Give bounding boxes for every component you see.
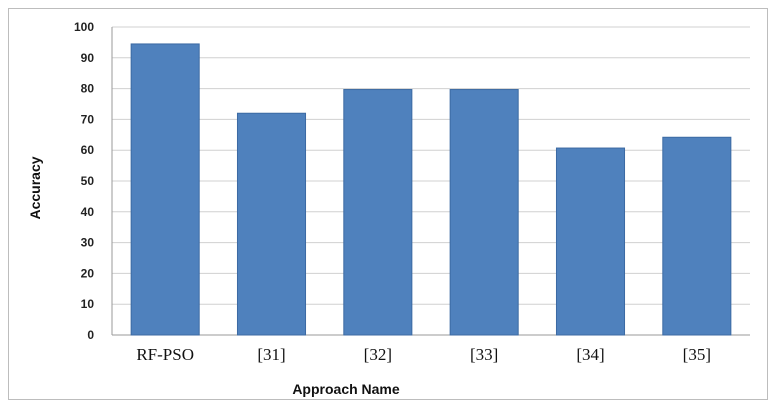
y-tick-label: 60 <box>81 143 95 157</box>
x-axis-title: Approach Name <box>292 381 400 397</box>
y-tick-label: 40 <box>81 205 95 219</box>
y-tick-label: 0 <box>87 328 94 342</box>
x-tick-label: [35] <box>683 345 711 364</box>
bars <box>130 43 732 336</box>
x-tick-label: RF-PSO <box>136 345 194 364</box>
y-tick-label: 70 <box>81 112 95 126</box>
y-tick-label: 10 <box>81 297 95 311</box>
y-tick-label: 100 <box>74 20 94 34</box>
x-tick-labels: RF-PSO [31] [32] [33] [34] [35] <box>136 345 711 364</box>
y-axis-title: Accuracy <box>27 156 43 219</box>
x-tick-label: [34] <box>576 345 604 364</box>
gridlines <box>111 26 750 336</box>
y-tick-label: 30 <box>81 236 95 250</box>
y-tick-label: 90 <box>81 51 95 65</box>
x-tick-label: [32] <box>364 345 392 364</box>
bar <box>343 89 413 336</box>
y-tick-labels: 0 10 20 30 40 50 60 70 80 90 100 <box>74 20 94 342</box>
y-tick-label: 20 <box>81 266 95 280</box>
bar <box>236 112 307 336</box>
bar <box>662 136 732 336</box>
y-tick-label: 80 <box>81 82 95 96</box>
bar <box>449 89 519 336</box>
bar <box>555 147 626 336</box>
y-tick-label: 50 <box>81 174 95 188</box>
x-tick-label: [33] <box>470 345 498 364</box>
x-tick-label: [31] <box>257 345 285 364</box>
bar <box>130 43 200 336</box>
